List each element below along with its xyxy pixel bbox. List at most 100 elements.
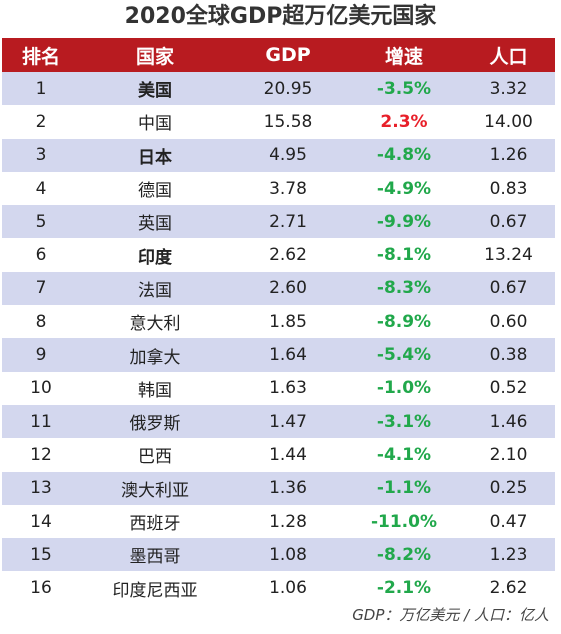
growth-cell: 2.3% [380, 111, 428, 132]
header-rank: 排名 [21, 45, 60, 68]
table-row: 6 印度 2.62 -8.1% 13.24 [2, 238, 555, 272]
growth-cell: -4.8% [376, 145, 432, 166]
country-cell: 印度尼西亚 [112, 580, 198, 601]
growth-cell: -2.1% [376, 578, 432, 599]
growth-cell: -4.1% [376, 444, 432, 465]
population-cell: 3.32 [489, 78, 528, 99]
population-cell: 1.26 [489, 145, 528, 166]
country-cell: 俄罗斯 [129, 414, 181, 435]
rank-cell: 11 [30, 411, 52, 432]
table-row: 4 德国 3.78 -4.9% 0.83 [2, 171, 555, 206]
gdp-cell: 1.36 [269, 478, 307, 499]
table-row: 8 意大利 1.85 -8.9% 0.60 [2, 305, 555, 339]
table-row: 11 俄罗斯 1.47 -3.1% 1.46 [2, 404, 555, 439]
header-country: 国家 [135, 45, 174, 68]
gdp-cell: 1.06 [269, 578, 307, 599]
page-title: 2020全球GDP超万亿美元国家 [124, 4, 437, 29]
population-cell: 0.25 [489, 478, 528, 499]
growth-cell: -3.1% [376, 411, 432, 432]
rank-cell: 7 [35, 278, 47, 299]
growth-cell: -1.0% [376, 378, 432, 399]
table-body: 1 美国 20.95 -3.5% 3.32 2 中国 15.58 2.3% 14.00 3 日本 4.9… [2, 72, 555, 605]
table-row: 5 英国 2.71 -9.9% 0.67 [2, 205, 555, 239]
table-row: 12 巴西 1.44 -4.1% 2.10 [2, 438, 555, 472]
country-cell: 巴西 [138, 447, 172, 468]
growth-cell: -11.0% [370, 511, 438, 532]
table-row: 2 中国 15.58 2.3% 14.00 [2, 105, 555, 139]
population-cell: 0.83 [489, 178, 528, 199]
growth-cell: -4.9% [376, 178, 432, 199]
growth-cell: -3.5% [376, 78, 432, 99]
table-row: 10 韩国 1.63 -1.0% 0.52 [2, 371, 555, 405]
growth-cell: -8.9% [376, 311, 432, 332]
table-row: 16 印度尼西亚 1.06 -2.1% 2.62 [2, 571, 555, 605]
population-cell: 2.62 [489, 578, 528, 599]
rank-cell: 1 [35, 78, 47, 99]
gdp-table: 排名 国家 GDP 增速 人口 1 美国 20.95 -3.5% 3.32 2 中国 15.5… [2, 38, 555, 605]
table-row: 7 法国 2.60 -8.3% 0.67 [2, 271, 555, 306]
population-cell: 14.00 [484, 111, 533, 132]
header-gdp: GDP [265, 44, 311, 66]
population-cell: 0.38 [489, 345, 528, 366]
rank-cell: 15 [30, 544, 52, 565]
population-cell: 0.52 [489, 378, 528, 399]
country-cell: 中国 [138, 114, 172, 135]
country-cell: 韩国 [138, 380, 172, 401]
table-row: 14 西班牙 1.28 -11.0% 0.47 [2, 504, 555, 539]
rank-cell: 5 [35, 211, 47, 232]
country-cell: 德国 [138, 181, 172, 202]
gdp-cell: 1.28 [269, 511, 307, 532]
country-cell: 美国 [138, 81, 172, 102]
units-footnote: GDP：万亿美元 / 人口：亿人 [352, 606, 549, 624]
population-cell: 0.67 [489, 211, 528, 232]
growth-cell: -9.9% [376, 211, 432, 232]
gdp-cell: 20.95 [263, 78, 313, 99]
population-cell: 1.46 [489, 411, 528, 432]
gdp-cell: 2.62 [269, 245, 307, 266]
rank-cell: 9 [35, 345, 47, 366]
country-cell: 加拿大 [129, 347, 181, 368]
population-cell: 0.67 [489, 278, 528, 299]
gdp-cell: 1.64 [269, 345, 307, 366]
header-population: 人口 [489, 45, 528, 68]
country-cell: 英国 [138, 214, 172, 235]
country-cell: 印度 [138, 247, 172, 268]
rank-cell: 14 [30, 511, 52, 532]
rank-cell: 16 [30, 578, 52, 599]
growth-cell: -8.3% [376, 278, 432, 299]
gdp-cell: 2.71 [269, 211, 307, 232]
gdp-cell: 1.47 [269, 411, 307, 432]
gdp-cell: 1.63 [269, 378, 307, 399]
growth-cell: -5.4% [376, 345, 432, 366]
table-header-row: 排名 国家 GDP 增速 人口 [2, 38, 555, 72]
country-cell: 意大利 [129, 314, 181, 335]
table-row: 3 日本 4.95 -4.8% 1.26 [2, 138, 555, 172]
population-cell: 0.60 [489, 311, 528, 332]
growth-cell: -1.1% [376, 478, 432, 499]
rank-cell: 3 [35, 145, 47, 166]
country-cell: 法国 [138, 280, 172, 301]
rank-cell: 8 [35, 311, 47, 332]
population-cell: 1.23 [489, 544, 528, 565]
gdp-cell: 2.60 [269, 278, 307, 299]
gdp-cell: 1.08 [269, 544, 307, 565]
population-cell: 2.10 [489, 444, 528, 465]
gdp-cell: 4.95 [269, 145, 307, 166]
population-cell: 13.24 [484, 245, 533, 266]
gdp-cell: 1.44 [269, 444, 307, 465]
table-row: 15 墨西哥 1.08 -8.2% 1.23 [2, 538, 555, 572]
gdp-cell: 3.78 [269, 178, 307, 199]
rank-cell: 10 [30, 378, 52, 399]
population-cell: 0.47 [489, 511, 528, 532]
rank-cell: 13 [30, 478, 52, 499]
rank-cell: 12 [30, 444, 52, 465]
country-cell: 日本 [138, 147, 172, 168]
rank-cell: 4 [35, 178, 47, 199]
rank-cell: 2 [35, 111, 47, 132]
country-cell: 墨西哥 [129, 547, 181, 568]
country-cell: 西班牙 [129, 514, 181, 534]
growth-cell: -8.2% [376, 544, 432, 565]
country-cell: 澳大利亚 [121, 480, 189, 501]
growth-cell: -8.1% [376, 245, 432, 266]
rank-cell: 6 [35, 245, 47, 266]
